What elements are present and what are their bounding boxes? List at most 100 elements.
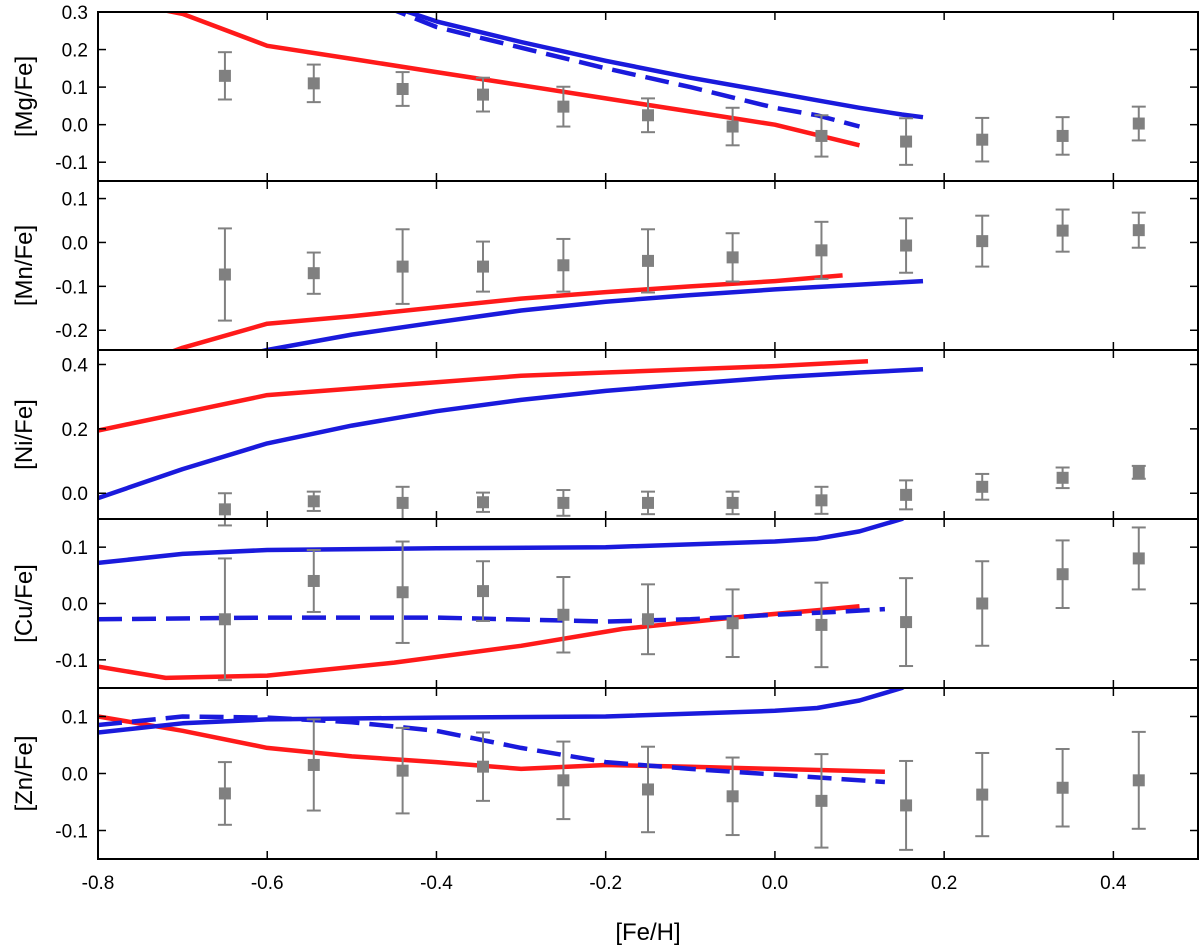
data-point	[557, 608, 570, 621]
y-tick-label: 0.0	[62, 765, 88, 786]
data-point	[557, 259, 570, 272]
data-point	[307, 77, 320, 90]
y-tick-label: 0.0	[62, 484, 88, 505]
data-point	[396, 82, 409, 95]
y-tick-label: 0.2	[62, 41, 88, 62]
data-point	[218, 503, 231, 516]
data-point	[307, 574, 320, 587]
data-point	[642, 496, 654, 509]
y-axis-title: [Ni/Fe]	[11, 399, 38, 470]
y-tick-label: -0.1	[55, 651, 88, 672]
data-point	[900, 239, 913, 252]
data-point	[1056, 471, 1069, 484]
y-axis-title: [Mn/Fe]	[11, 225, 38, 306]
x-tick-label: -0.4	[420, 873, 453, 894]
data-point	[396, 586, 409, 599]
x-axis-title: [Fe/H]	[615, 919, 680, 946]
data-point	[726, 790, 739, 803]
data-point	[726, 251, 739, 264]
series-red-model-line	[98, 359, 869, 433]
series-blue-model-line	[401, 12, 924, 120]
y-tick-label: 0.3	[62, 3, 88, 24]
x-tick-label: 0.4	[1100, 873, 1127, 894]
data-point	[307, 758, 320, 771]
series-blue-dashed-model-line	[98, 714, 886, 785]
data-point	[900, 488, 913, 501]
data-point	[1132, 466, 1145, 479]
data-point	[1056, 568, 1069, 581]
data-point	[477, 496, 489, 509]
y-tick-label: 0.4	[62, 355, 89, 376]
data-point	[218, 268, 231, 281]
panel-5: -0.1 0.0 0.1 [Zn/Fe]	[11, 687, 1199, 860]
x-tick-label: -0.6	[251, 873, 284, 894]
y-tick-label: 0.1	[62, 78, 88, 99]
series-red-model-line	[169, 273, 843, 350]
y-tick-label: 0.0	[62, 116, 88, 137]
data-point	[477, 760, 489, 773]
y-tick-label: 0.1	[62, 708, 88, 729]
data-point	[396, 764, 409, 777]
data-point	[815, 794, 828, 807]
data-point	[1056, 224, 1069, 237]
data-point	[1132, 224, 1145, 237]
data-point	[976, 788, 989, 801]
data-point	[726, 496, 739, 509]
y-tick-label: 0.0	[62, 595, 88, 616]
y-tick-label: -0.2	[55, 321, 88, 342]
data-point	[396, 260, 409, 273]
data-point	[976, 480, 989, 493]
panel-3: 0.0 0.2 0.4 [Ni/Fe]	[11, 349, 1199, 527]
y-axis-title: [Cu/Fe]	[11, 564, 38, 643]
data-point	[1056, 781, 1069, 794]
panel-4: -0.1 0.0 0.1 [Cu/Fe]	[11, 518, 1199, 689]
data-point	[307, 495, 320, 508]
data-point	[815, 494, 828, 507]
series-blue-model-line	[98, 367, 924, 501]
data-point	[900, 799, 913, 812]
data-point	[396, 496, 409, 509]
panel-1: -0.1 0.0 0.1 0.2 0.3 [Mg/Fe]	[11, 3, 1199, 182]
y-tick-label: 0.1	[62, 538, 88, 559]
y-tick-label: 0.2	[62, 420, 88, 441]
data-point	[477, 260, 489, 273]
data-point	[976, 597, 989, 610]
data-point	[218, 787, 231, 800]
data-point	[642, 254, 654, 267]
x-tick-label: 0.2	[931, 873, 957, 894]
data-point	[1132, 774, 1145, 787]
x-tick-label: 0.0	[762, 873, 788, 894]
y-tick-label: 0.1	[62, 190, 88, 211]
data-point	[218, 613, 231, 626]
data-point	[1132, 117, 1145, 130]
series-blue-dashed-model-line	[392, 12, 861, 129]
data-point	[642, 613, 654, 626]
data-point	[726, 120, 739, 133]
y-tick-label: -0.1	[55, 277, 88, 298]
panel-frame	[97, 11, 1199, 182]
data-point	[900, 616, 913, 629]
data-point	[815, 244, 828, 257]
x-tick-label: -0.8	[82, 873, 115, 894]
y-axis-title: [Mg/Fe]	[11, 56, 38, 137]
data-point	[1056, 129, 1069, 142]
y-tick-label: 0.0	[62, 233, 88, 254]
data-point	[477, 88, 489, 101]
series-blue-model-line	[257, 278, 924, 350]
data-point	[307, 267, 320, 280]
series-blue-model-line	[98, 688, 906, 735]
data-point	[815, 129, 828, 142]
y-tick-label: -0.1	[55, 153, 88, 174]
data-point	[557, 774, 570, 787]
y-tick-label: -0.1	[55, 822, 88, 843]
data-point	[1132, 552, 1145, 565]
data-point	[218, 69, 231, 82]
data-point	[976, 235, 989, 248]
data-point	[726, 617, 739, 630]
data-point	[642, 783, 654, 796]
series-blue-dashed-model-line	[98, 606, 886, 624]
data-point	[815, 618, 828, 631]
data-point	[642, 109, 654, 122]
data-point	[477, 585, 489, 598]
